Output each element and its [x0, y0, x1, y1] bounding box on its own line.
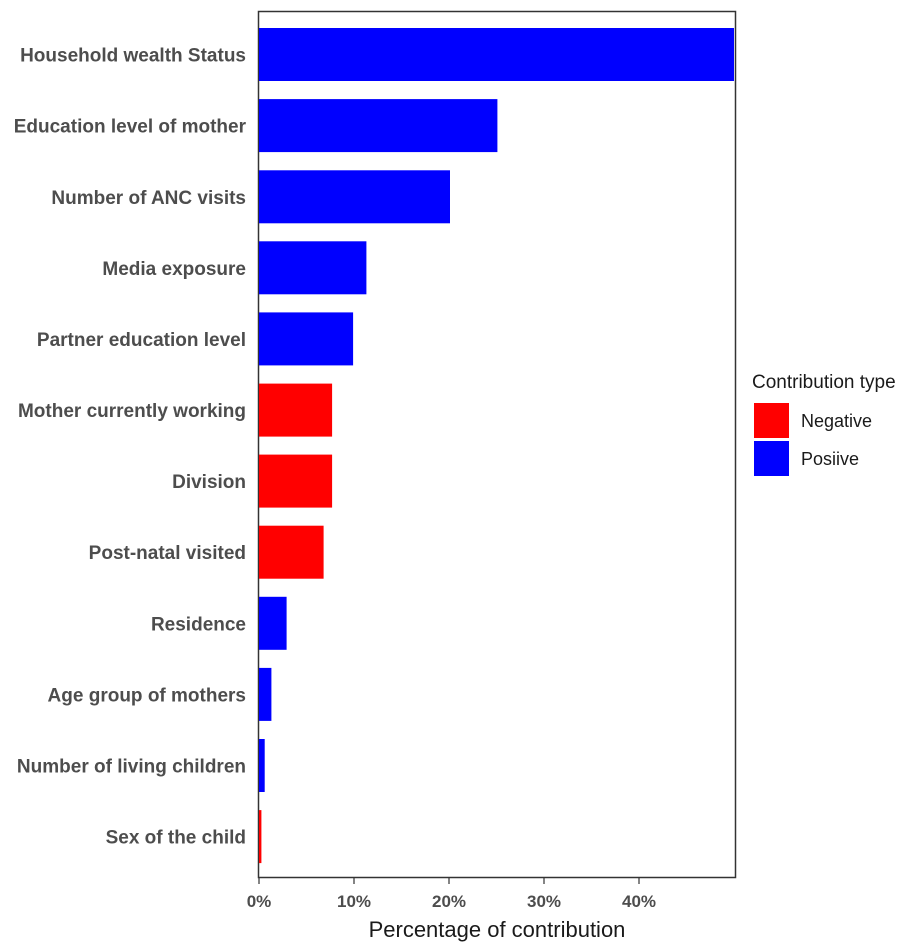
bar — [259, 170, 450, 224]
bar — [259, 667, 272, 721]
bar — [259, 596, 287, 650]
category-label: Post-natal visited — [89, 543, 246, 564]
category-label: Household wealth Status — [20, 46, 246, 67]
x-axis-title: Percentage of contribution — [369, 917, 626, 942]
category-label: Media exposure — [102, 259, 246, 280]
bars-group — [259, 28, 734, 864]
category-label: Mother currently working — [18, 401, 246, 422]
bar — [259, 241, 367, 295]
legend: Contribution type Negative Posiive — [752, 372, 896, 476]
bar — [259, 99, 498, 153]
category-label: Number of ANC visits — [51, 188, 246, 209]
x-tick-label: 30% — [527, 892, 561, 911]
bar — [259, 28, 734, 81]
bar — [259, 810, 262, 864]
category-label: Age group of mothers — [48, 685, 246, 706]
legend-label-positive: Posiive — [801, 449, 859, 469]
category-label: Sex of the child — [106, 828, 246, 849]
x-tick-label: 10% — [337, 892, 371, 911]
legend-swatch-negative — [754, 403, 789, 438]
panel-border — [257, 10, 737, 879]
x-tick-label: 20% — [432, 892, 466, 911]
bar — [259, 739, 265, 792]
bar — [259, 312, 354, 366]
bar — [259, 525, 324, 579]
category-label: Residence — [151, 614, 246, 635]
legend-swatch-positive — [754, 441, 789, 476]
legend-label-negative: Negative — [801, 411, 872, 431]
bar — [259, 454, 333, 508]
category-label: Partner education level — [37, 330, 246, 351]
x-tick-label: 0% — [247, 892, 272, 911]
category-label: Division — [172, 472, 246, 493]
category-label: Number of living children — [17, 757, 246, 778]
category-label: Education level of mother — [14, 117, 247, 138]
category-labels: Household wealth Status Education level o… — [14, 46, 247, 849]
x-axis-ticks: 0% 10% 20% 30% 40% — [247, 878, 656, 911]
legend-title: Contribution type — [752, 372, 896, 393]
bar — [259, 383, 333, 437]
x-tick-label: 40% — [622, 892, 656, 911]
